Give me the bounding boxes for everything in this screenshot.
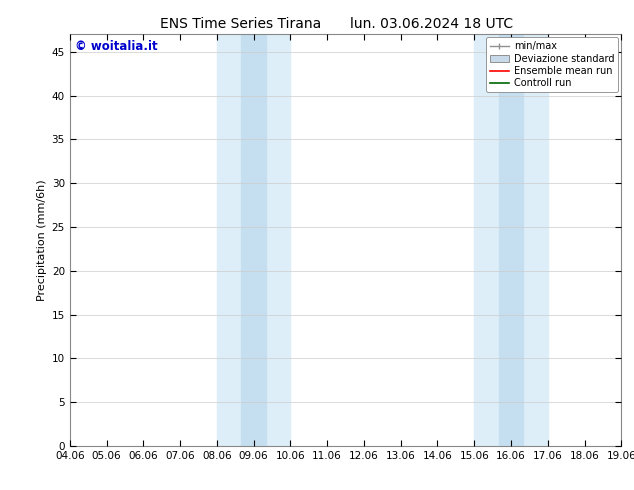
Legend: min/max, Deviazione standard, Ensemble mean run, Controll run: min/max, Deviazione standard, Ensemble m… [486,37,618,92]
Y-axis label: Precipitation (mm/6h): Precipitation (mm/6h) [37,179,48,301]
Bar [242,34,266,446]
Bar [499,34,523,446]
Bar [217,34,290,446]
Bar [474,34,548,446]
Text: lun. 03.06.2024 18 UTC: lun. 03.06.2024 18 UTC [349,17,513,31]
Text: © woitalia.it: © woitalia.it [75,41,158,53]
Text: ENS Time Series Tirana: ENS Time Series Tirana [160,17,321,31]
